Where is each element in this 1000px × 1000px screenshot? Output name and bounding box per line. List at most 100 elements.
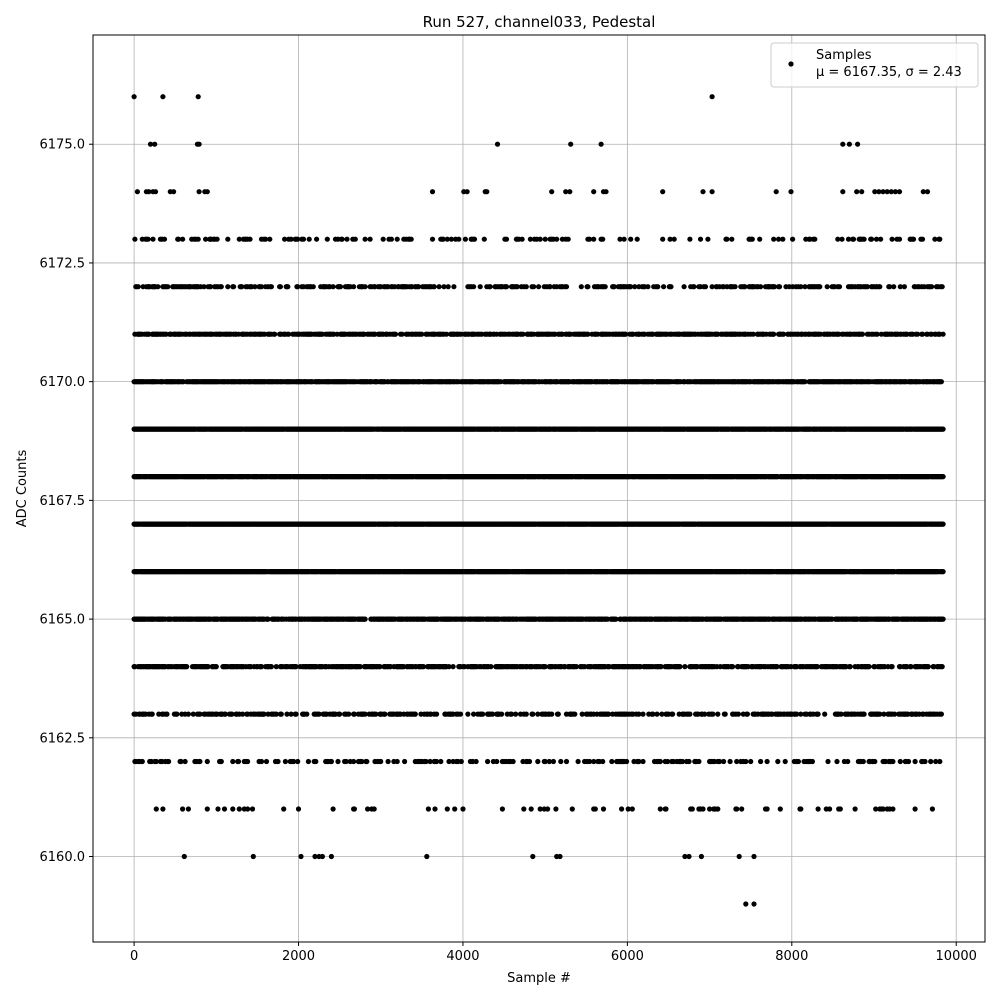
data-point <box>660 236 666 242</box>
data-point <box>621 236 627 242</box>
data-point <box>258 284 265 290</box>
data-point <box>861 236 867 242</box>
data-point <box>681 284 687 290</box>
data-point <box>919 236 926 242</box>
data-point <box>634 236 640 242</box>
data-point <box>208 284 214 290</box>
data-point <box>203 236 209 242</box>
data-point <box>874 331 880 337</box>
data-point <box>236 236 242 242</box>
data-point <box>896 236 903 242</box>
data-point <box>514 284 520 290</box>
data-point <box>802 284 808 290</box>
data-point <box>135 284 141 290</box>
data-point <box>263 236 269 242</box>
data-point <box>247 236 253 242</box>
data-point <box>231 284 237 290</box>
data-point <box>878 236 884 242</box>
data-point <box>201 284 207 290</box>
data-point <box>300 236 307 242</box>
data-point <box>757 236 763 242</box>
data-point <box>520 331 526 337</box>
data-point <box>661 284 667 290</box>
data-point <box>671 236 677 242</box>
data-point <box>585 284 591 290</box>
data-point <box>314 236 320 242</box>
data-point <box>462 236 468 242</box>
data-point <box>362 284 368 290</box>
data-point <box>547 284 553 290</box>
data-point <box>285 284 291 290</box>
data-point <box>352 236 358 242</box>
data-point <box>471 284 477 290</box>
data-point <box>252 284 258 290</box>
data-point <box>812 236 818 242</box>
data-point <box>691 284 697 290</box>
data-point <box>910 236 917 242</box>
data-point <box>628 236 634 242</box>
data-point <box>709 284 715 290</box>
data-point <box>697 236 704 242</box>
data-point <box>824 284 830 290</box>
data-point <box>901 284 908 290</box>
data-point <box>940 331 946 337</box>
data-point <box>277 284 283 290</box>
data-point <box>487 284 493 290</box>
data-point <box>667 236 673 242</box>
data-point <box>781 331 787 337</box>
data-point <box>776 284 783 290</box>
data-point <box>339 236 345 242</box>
data-point <box>724 236 730 242</box>
data-point <box>180 236 186 242</box>
data-point <box>362 236 368 242</box>
data-point <box>611 284 617 290</box>
data-point <box>702 284 709 290</box>
data-point <box>889 236 895 242</box>
data-point <box>771 236 777 242</box>
data-point <box>729 236 735 242</box>
data-point <box>367 236 373 242</box>
data-point <box>295 284 301 290</box>
data-point <box>940 426 946 432</box>
data-point <box>481 236 487 242</box>
data-points <box>131 94 946 907</box>
data-point <box>218 284 224 290</box>
data-point <box>771 331 777 337</box>
data-point <box>617 236 623 242</box>
data-point <box>408 236 414 242</box>
data-point <box>443 331 450 337</box>
data-point <box>351 284 357 290</box>
data-point <box>591 236 597 242</box>
data-point <box>150 236 156 242</box>
data-point <box>344 236 350 242</box>
data-point <box>887 284 893 290</box>
data-point <box>929 284 935 290</box>
data-point <box>864 284 871 290</box>
data-point <box>623 331 629 337</box>
data-point <box>919 331 926 337</box>
data-point <box>798 284 804 290</box>
data-point <box>225 236 231 242</box>
data-point <box>165 284 171 290</box>
data-point <box>145 236 151 242</box>
data-point <box>750 331 756 337</box>
data-point <box>600 236 606 242</box>
data-point <box>523 284 529 290</box>
data-point <box>175 236 182 242</box>
data-point <box>324 236 330 242</box>
data-point <box>388 236 394 242</box>
data-point <box>817 284 823 290</box>
data-point <box>272 331 278 337</box>
data-point <box>939 284 945 290</box>
data-point <box>477 284 483 290</box>
data-point <box>267 236 273 242</box>
data-point <box>937 236 943 242</box>
data-point <box>742 284 748 290</box>
data-point <box>337 284 344 290</box>
data-point <box>161 236 168 242</box>
data-point <box>839 236 845 242</box>
data-point <box>431 284 437 290</box>
data-point <box>850 236 857 242</box>
data-point <box>790 236 796 242</box>
